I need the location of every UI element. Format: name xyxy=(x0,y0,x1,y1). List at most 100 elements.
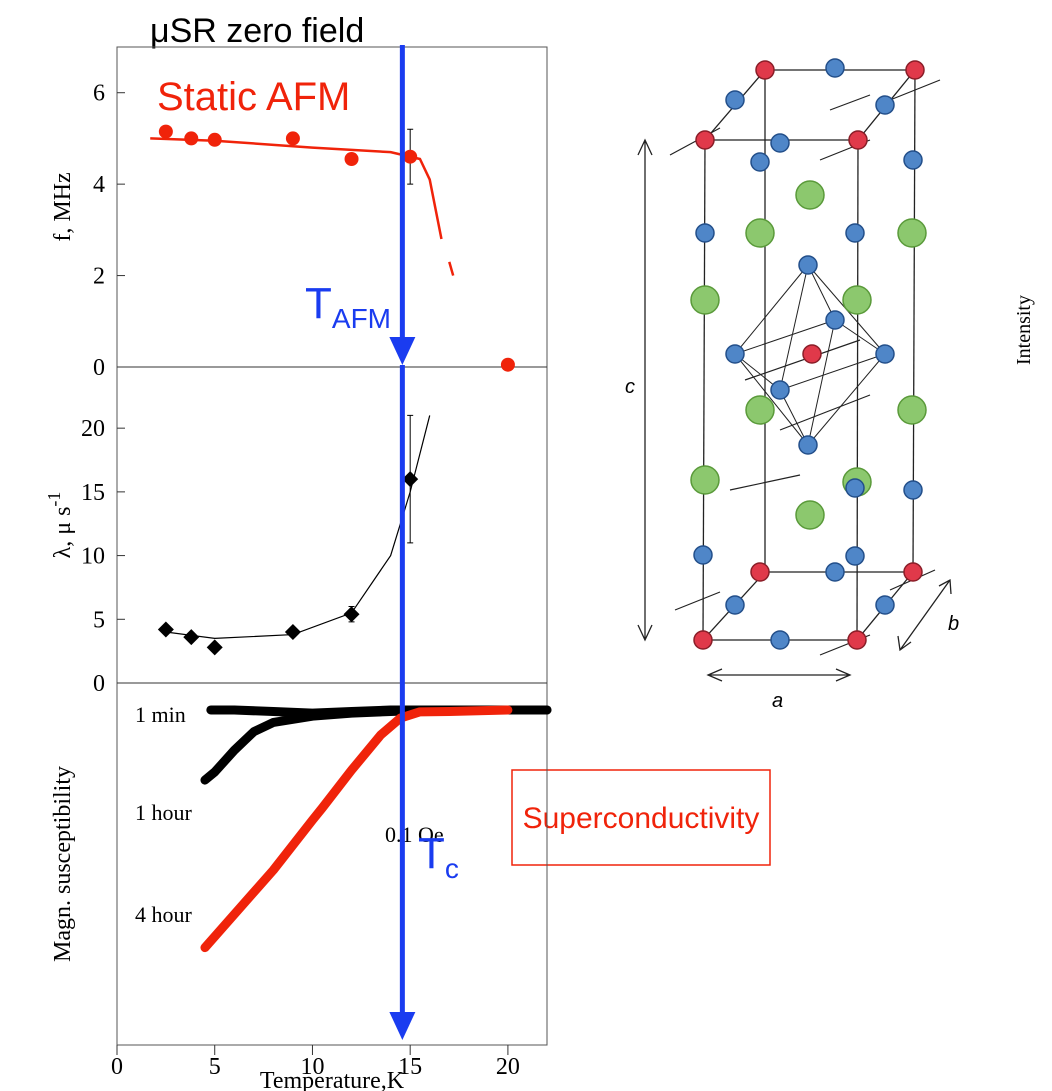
atom xyxy=(795,500,825,530)
atom xyxy=(903,150,923,170)
side-label: Intensity xyxy=(1013,295,1035,365)
atom xyxy=(795,180,825,210)
atom xyxy=(770,630,790,650)
atom xyxy=(725,595,745,615)
y-axis-label: Magn. susceptibility xyxy=(50,766,76,962)
y-tick-label: 10 xyxy=(81,544,105,570)
bond xyxy=(807,353,886,446)
atom xyxy=(802,344,822,364)
bond xyxy=(779,264,809,391)
bond xyxy=(807,319,836,446)
x-tick-label: 10 xyxy=(300,1054,324,1080)
data-point xyxy=(402,471,419,488)
annotation: 0.1 Oe xyxy=(385,822,444,847)
y-tick-label: 6 xyxy=(93,81,105,107)
fit-line xyxy=(165,415,431,640)
atom xyxy=(798,435,818,455)
plot-frame xyxy=(116,46,548,1046)
data-point xyxy=(284,624,301,641)
y-tick-label: 2 xyxy=(93,264,105,290)
atom xyxy=(847,630,867,650)
y-tick-label: 0 xyxy=(93,355,105,381)
atom xyxy=(745,218,775,248)
bond xyxy=(729,474,801,491)
box-label: Superconductivity xyxy=(523,802,760,835)
bond xyxy=(889,79,941,101)
bond xyxy=(734,353,809,446)
axis-b: b xyxy=(948,613,959,635)
data-point xyxy=(403,149,418,164)
atom xyxy=(695,223,715,243)
data-point xyxy=(343,606,360,623)
atom xyxy=(875,595,895,615)
atom xyxy=(725,90,745,110)
atom xyxy=(905,60,925,80)
y-tick-label: 4 xyxy=(93,172,105,198)
atom xyxy=(690,465,720,495)
data-point xyxy=(500,357,515,372)
atom xyxy=(903,562,923,582)
transition-label-main: T xyxy=(418,829,445,878)
atom xyxy=(755,60,775,80)
data-point xyxy=(207,132,222,147)
y-axis-label: λ, μ s-1 xyxy=(44,492,76,559)
data-point xyxy=(183,629,200,646)
y-tick-label: 5 xyxy=(93,607,105,633)
y-tick-label: 20 xyxy=(81,416,105,442)
bond xyxy=(669,127,721,156)
data-point xyxy=(344,152,359,166)
x-tick-label: 15 xyxy=(398,1054,422,1080)
bond xyxy=(734,264,809,355)
annotation: Static AFM xyxy=(157,75,350,119)
atom xyxy=(690,285,720,315)
atom xyxy=(845,546,865,566)
data-point xyxy=(158,124,173,139)
bond xyxy=(829,94,871,111)
y-axis-label: f, MHz xyxy=(50,172,76,241)
bond xyxy=(674,591,721,611)
y-tick-label: 15 xyxy=(81,480,105,506)
box xyxy=(511,769,771,866)
data-point xyxy=(206,639,223,656)
atom xyxy=(875,344,895,364)
atom xyxy=(842,285,872,315)
title: μSR zero field xyxy=(150,12,364,50)
dimension-arrow xyxy=(897,578,952,652)
x-tick-label: 5 xyxy=(209,1054,221,1080)
atom xyxy=(897,395,927,425)
dimension-arrow xyxy=(706,668,852,682)
x-tick-label: 0 xyxy=(111,1054,123,1080)
axis-a: a xyxy=(772,690,783,712)
atom xyxy=(750,562,770,582)
bond xyxy=(734,319,836,355)
atom xyxy=(725,344,745,364)
x-axis-label: Temperature,K xyxy=(260,1068,405,1091)
atom xyxy=(848,130,868,150)
dimension-arrow xyxy=(637,138,653,642)
y-axis-label-text: λ, μ s xyxy=(50,507,76,559)
bond xyxy=(807,264,836,321)
atom xyxy=(750,152,770,172)
bond xyxy=(779,353,886,391)
atom xyxy=(745,395,775,425)
curve xyxy=(200,705,513,953)
atom xyxy=(825,310,845,330)
transition-label-main: T xyxy=(305,279,332,328)
atom xyxy=(693,630,713,650)
arrow-head xyxy=(389,1012,416,1040)
arrow-head xyxy=(389,337,416,365)
atom xyxy=(770,380,790,400)
atom xyxy=(875,95,895,115)
transition-label-sub: c xyxy=(445,853,459,884)
atom xyxy=(693,545,713,565)
y-axis-label-text: Magn. susceptibility xyxy=(50,766,76,962)
atom xyxy=(845,478,865,498)
crystal-structure xyxy=(637,58,952,682)
atom xyxy=(845,223,865,243)
bond xyxy=(702,139,706,641)
atom xyxy=(770,133,790,153)
atom xyxy=(903,480,923,500)
atom xyxy=(897,218,927,248)
atom xyxy=(798,255,818,275)
